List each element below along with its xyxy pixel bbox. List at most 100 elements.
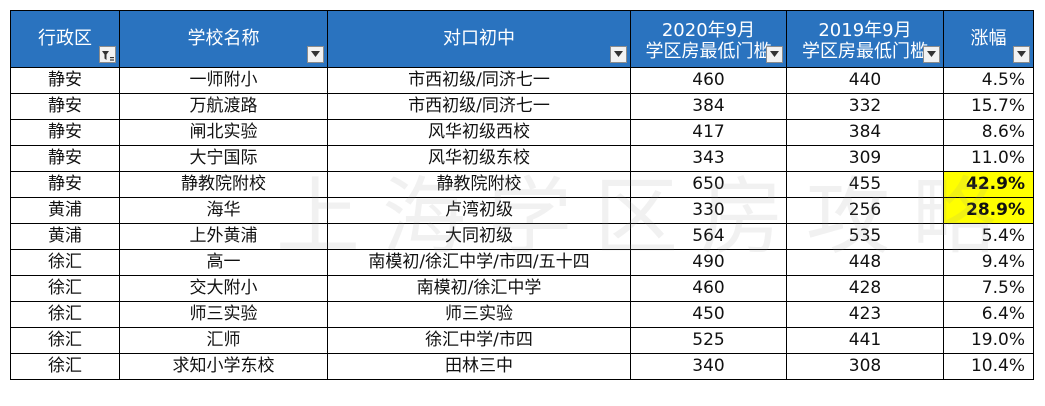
- dropdown-arrow-icon: [770, 51, 779, 57]
- cell-rise[interactable]: 42.9%: [943, 171, 1034, 198]
- cell-district[interactable]: 徐汇: [10, 353, 120, 380]
- header-rise: 涨幅: [943, 10, 1034, 68]
- table-row: 静安 静教院附校 静教院附校 650 455 42.9%: [10, 171, 1034, 198]
- cell-price-2019[interactable]: 535: [786, 223, 944, 250]
- cell-district[interactable]: 静安: [10, 171, 120, 198]
- cell-middle-school[interactable]: 大同初级: [327, 223, 631, 250]
- cell-middle-school[interactable]: 南模初/徐汇中学/市四/五十四: [327, 249, 631, 276]
- cell-school[interactable]: 闸北实验: [119, 119, 328, 146]
- cell-district[interactable]: 静安: [10, 145, 120, 172]
- cell-rise[interactable]: 6.4%: [943, 301, 1034, 328]
- cell-price-2019[interactable]: 441: [786, 327, 944, 354]
- cell-rise[interactable]: 10.4%: [943, 353, 1034, 380]
- cell-school[interactable]: 上外黄浦: [119, 223, 328, 250]
- filter-dropdown-button[interactable]: [923, 46, 940, 63]
- cell-rise[interactable]: 28.9%: [943, 197, 1034, 224]
- cell-district[interactable]: 黄浦: [10, 197, 120, 224]
- cell-rise[interactable]: 8.6%: [943, 119, 1034, 146]
- table-row: 徐汇 汇师 徐汇中学/市四 525 441 19.0%: [10, 327, 1034, 354]
- cell-district[interactable]: 静安: [10, 67, 120, 94]
- filter-active-button[interactable]: [99, 46, 116, 63]
- cell-price-2020[interactable]: 330: [630, 197, 787, 224]
- filter-dropdown-button[interactable]: [307, 46, 324, 63]
- table-row: 徐汇 高一 南模初/徐汇中学/市四/五十四 490 448 9.4%: [10, 249, 1034, 276]
- cell-rise[interactable]: 15.7%: [943, 93, 1034, 120]
- header-label: 对口初中: [443, 28, 515, 49]
- cell-school[interactable]: 师三实验: [119, 301, 328, 328]
- cell-middle-school[interactable]: 市西初级/同济七一: [327, 93, 631, 120]
- table-row: 徐汇 求知小学东校 田林三中 340 308 10.4%: [10, 353, 1034, 380]
- spreadsheet-table: 行政区 学校名称 对口初中: [10, 10, 1034, 380]
- filter-dropdown-button[interactable]: [610, 46, 627, 63]
- cell-rise[interactable]: 9.4%: [943, 249, 1034, 276]
- header-middle-school: 对口初中: [327, 10, 631, 68]
- cell-price-2019[interactable]: 428: [786, 275, 944, 302]
- cell-district[interactable]: 黄浦: [10, 223, 120, 250]
- cell-price-2020[interactable]: 460: [630, 67, 787, 94]
- cell-school[interactable]: 万航渡路: [119, 93, 328, 120]
- cell-price-2020[interactable]: 340: [630, 353, 787, 380]
- cell-school[interactable]: 高一: [119, 249, 328, 276]
- cell-rise[interactable]: 5.4%: [943, 223, 1034, 250]
- dropdown-arrow-icon: [311, 51, 320, 57]
- filter-dropdown-button[interactable]: [1013, 46, 1030, 63]
- cell-school[interactable]: 静教院附校: [119, 171, 328, 198]
- header-label: 涨幅: [970, 28, 1007, 49]
- cell-price-2019[interactable]: 256: [786, 197, 944, 224]
- cell-price-2020[interactable]: 417: [630, 119, 787, 146]
- header-district: 行政区: [10, 10, 120, 68]
- table-row: 黄浦 海华 卢湾初级 330 256 28.9%: [10, 197, 1034, 224]
- cell-rise[interactable]: 7.5%: [943, 275, 1034, 302]
- cell-middle-school[interactable]: 徐汇中学/市四: [327, 327, 631, 354]
- cell-middle-school[interactable]: 静教院附校: [327, 171, 631, 198]
- cell-school[interactable]: 海华: [119, 197, 328, 224]
- cell-district[interactable]: 静安: [10, 93, 120, 120]
- filter-dropdown-button[interactable]: [766, 46, 783, 63]
- cell-rise[interactable]: 4.5%: [943, 67, 1034, 94]
- header-label: 学校名称: [187, 28, 260, 49]
- cell-district[interactable]: 徐汇: [10, 275, 120, 302]
- cell-price-2020[interactable]: 384: [630, 93, 787, 120]
- cell-middle-school[interactable]: 南模初/徐汇中学: [327, 275, 631, 302]
- table-row: 静安 万航渡路 市西初级/同济七一 384 332 15.7%: [10, 93, 1034, 120]
- cell-price-2020[interactable]: 490: [630, 249, 787, 276]
- header-label: 行政区: [38, 28, 92, 49]
- cell-price-2020[interactable]: 650: [630, 171, 787, 198]
- header-label: 2020年9月 学区房最低门槛: [632, 16, 786, 62]
- cell-price-2019[interactable]: 455: [786, 171, 944, 198]
- dropdown-arrow-icon: [1017, 51, 1026, 57]
- cell-price-2019[interactable]: 448: [786, 249, 944, 276]
- cell-middle-school[interactable]: 风华初级西校: [327, 119, 631, 146]
- cell-price-2020[interactable]: 525: [630, 327, 787, 354]
- cell-price-2019[interactable]: 440: [786, 67, 944, 94]
- cell-price-2019[interactable]: 384: [786, 119, 944, 146]
- cell-district[interactable]: 静安: [10, 119, 120, 146]
- cell-price-2019[interactable]: 332: [786, 93, 944, 120]
- cell-price-2019[interactable]: 423: [786, 301, 944, 328]
- cell-price-2019[interactable]: 309: [786, 145, 944, 172]
- cell-price-2020[interactable]: 343: [630, 145, 787, 172]
- cell-rise[interactable]: 19.0%: [943, 327, 1034, 354]
- cell-school[interactable]: 交大附小: [119, 275, 328, 302]
- cell-middle-school[interactable]: 市西初级/同济七一: [327, 67, 631, 94]
- cell-rise[interactable]: 11.0%: [943, 145, 1034, 172]
- cell-middle-school[interactable]: 卢湾初级: [327, 197, 631, 224]
- funnel-sort-icon: [102, 51, 114, 61]
- header-label: 2019年9月 学区房最低门槛: [788, 16, 943, 62]
- cell-school[interactable]: 求知小学东校: [119, 353, 328, 380]
- cell-price-2019[interactable]: 308: [786, 353, 944, 380]
- cell-school[interactable]: 大宁国际: [119, 145, 328, 172]
- cell-district[interactable]: 徐汇: [10, 327, 120, 354]
- header-school: 学校名称: [119, 10, 328, 68]
- cell-middle-school[interactable]: 风华初级东校: [327, 145, 631, 172]
- cell-price-2020[interactable]: 460: [630, 275, 787, 302]
- cell-middle-school[interactable]: 师三实验: [327, 301, 631, 328]
- cell-district[interactable]: 徐汇: [10, 301, 120, 328]
- cell-district[interactable]: 徐汇: [10, 249, 120, 276]
- table-row: 黄浦 上外黄浦 大同初级 564 535 5.4%: [10, 223, 1034, 250]
- cell-price-2020[interactable]: 450: [630, 301, 787, 328]
- cell-price-2020[interactable]: 564: [630, 223, 787, 250]
- cell-middle-school[interactable]: 田林三中: [327, 353, 631, 380]
- cell-school[interactable]: 汇师: [119, 327, 328, 354]
- cell-school[interactable]: 一师附小: [119, 67, 328, 94]
